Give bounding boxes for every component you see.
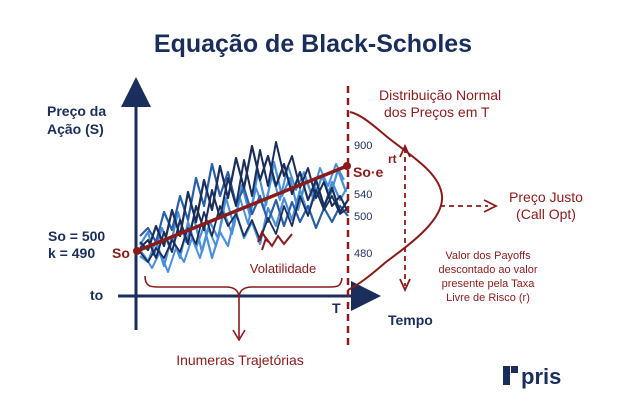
trajectory-dark-2	[139, 141, 349, 259]
fair-price-arrow-head	[483, 199, 499, 213]
k-equation: k = 490	[48, 245, 95, 261]
t0-label: to	[90, 287, 103, 303]
normal-dist-label-line1: Distribuição Normal	[379, 87, 501, 103]
trajectories-pointer-head	[232, 329, 246, 342]
normal-distribution-curve	[347, 111, 444, 291]
fair-price-label-line1: Preço Justo	[509, 189, 583, 205]
volatility-zigzag-arrowhead	[257, 229, 269, 243]
expected-drift-line	[136, 164, 348, 253]
price-level-480: 480	[354, 248, 372, 260]
price-level-900: 900	[354, 140, 372, 152]
normal-dist-label-line2: dos Preços em T	[384, 104, 490, 120]
volatility-label: Volatilidade	[250, 261, 317, 276]
page-title: Equação de Black-Scholes	[154, 30, 472, 58]
pris-logo-text: pris	[521, 364, 561, 389]
pris-logo: pris	[503, 364, 561, 389]
y-axis-label-line2: Ação (S)	[47, 121, 104, 137]
payoff-text-line3: presente pela Taxa	[442, 278, 536, 290]
so-point-label: So	[112, 245, 130, 261]
end-expression-base: So·e	[353, 164, 384, 180]
payoff-text-line2: descontado ao valor	[438, 264, 537, 276]
volatility-zigzag	[261, 233, 293, 251]
pris-logo-mark	[503, 366, 518, 385]
t-label: T	[332, 300, 341, 316]
x-axis-label: Tempo	[388, 312, 433, 328]
trajectories-label: Inumeras Trajetórias	[176, 352, 304, 368]
price-level-540: 540	[354, 189, 372, 201]
fair-price-label-line2: (Call Opt)	[516, 206, 576, 222]
y-axis-label-line1: Preço da	[47, 103, 106, 119]
payoff-arrow-down	[399, 278, 411, 293]
so-point-dot	[133, 247, 141, 255]
trajectory-dark-3	[139, 189, 349, 263]
end-expression-exponent: rt	[388, 152, 397, 166]
payoff-text-line4: Livre de Risco (r)	[446, 292, 530, 304]
price-level-500: 500	[354, 211, 372, 223]
payoff-arrow-up	[399, 143, 411, 158]
so-equation: So = 500	[48, 228, 105, 244]
payoff-text-line1: Valor dos Payoffs	[445, 250, 531, 262]
trajectories-bracket	[144, 275, 343, 297]
